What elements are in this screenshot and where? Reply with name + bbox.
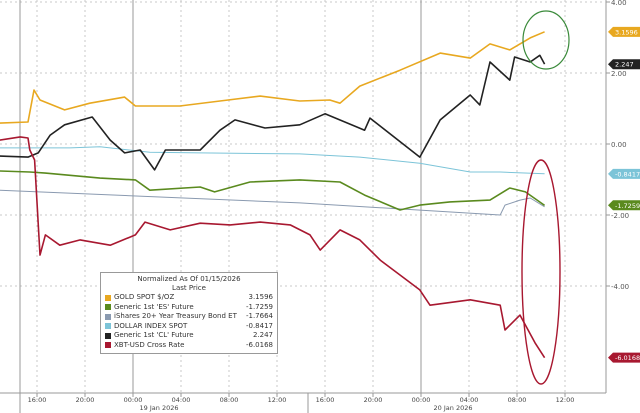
legend-swatch [105,304,111,311]
annotation-ellipse-bitcoin [521,159,561,385]
legend-item: iShares 20+ Year Treasury Bond ETF -1.766… [105,312,273,322]
series-line-xbt-usd-cross-rate [0,136,546,359]
legend-label: Generic 1st 'CL' Future [114,331,194,339]
legend-item: Generic 1st 'CL' Future 2.247 [105,331,273,341]
value-tag [608,352,640,363]
x-tick-label: 16:00 [316,396,335,404]
x-tick-label: 04:00 [172,396,191,404]
date-label: 19 Jan 2026 [140,404,179,412]
legend-item: Generic 1st 'ES' Future -1.7259 [105,303,273,313]
legend-value: 3.1596 [248,293,274,301]
legend-label: iShares 20+ Year Treasury Bond ETF [114,312,237,320]
y-tick-label: 2.00 [611,70,627,78]
value-tag-label: -6.0168 [615,354,640,362]
legend-swatch [105,332,111,339]
legend-swatch [105,294,111,301]
value-tag-label: -0.8417 [615,170,640,178]
value-tag-label: 2.247 [615,61,634,69]
legend-label: GOLD SPOT $/OZ [114,293,175,301]
x-tick-label: 20:00 [76,396,95,404]
x-tick-label: 12:00 [268,396,287,404]
legend-item: XBT-USD Cross Rate -6.0168 [105,341,273,351]
x-tick-label: 12:00 [556,396,575,404]
legend-value: -1.7259 [245,302,273,311]
y-tick-label: 4.00 [611,0,627,7]
legend-swatch [105,342,111,349]
legend-item: GOLD SPOT $/OZ 3.1596 [105,293,273,303]
legend: Normalized As Of 01/15/2026 Last Price G… [100,272,278,354]
legend-value: -1.7664 [245,312,273,320]
value-tag [608,59,640,70]
legend-swatch [105,323,111,330]
legend-swatch [105,313,111,320]
legend-label: DOLLAR INDEX SPOT [114,321,188,330]
x-tick-label: 00:00 [124,396,143,404]
value-tag [608,168,640,179]
y-tick-label: -2.00 [611,212,629,220]
value-tag-label: 3.1596 [615,28,638,36]
series-line-ishares-20-year-treasury-bond-etf [0,189,545,216]
legend-value: 2.247 [252,331,273,339]
value-tag-label: -1.7259 [615,202,640,210]
legend-label: XBT-USD Cross Rate [114,340,185,349]
annotation-ellipse-gold [522,10,570,70]
x-tick-label: 20:00 [364,396,383,404]
series-line-gold-spot-oz [0,31,545,124]
y-tick-label: 0.00 [611,141,627,149]
legend-value: -6.0168 [245,340,273,349]
legend-label: Generic 1st 'ES' Future [114,302,194,311]
x-tick-label: 08:00 [508,396,527,404]
value-tag [608,200,640,211]
legend-item: DOLLAR INDEX SPOT -0.8417 [105,322,273,332]
x-tick-label: 08:00 [220,396,239,404]
x-tick-label: 16:00 [28,396,47,404]
date-label: 20 Jan 2026 [434,404,473,412]
x-tick-label: 00:00 [412,396,431,404]
series-line-generic-1st-cl-future [0,54,546,171]
x-tick-label: 04:00 [460,396,479,404]
legend-subtitle: Last Price [172,284,206,292]
series-line-generic-1st-es-future [0,170,546,211]
y-tick-label: -4.00 [611,283,629,291]
series-line-dollar-index-spot [0,146,545,175]
legend-title: Normalized As Of 01/15/2026 [137,275,241,283]
value-tag [608,26,640,37]
legend-value: -0.8417 [245,321,273,330]
